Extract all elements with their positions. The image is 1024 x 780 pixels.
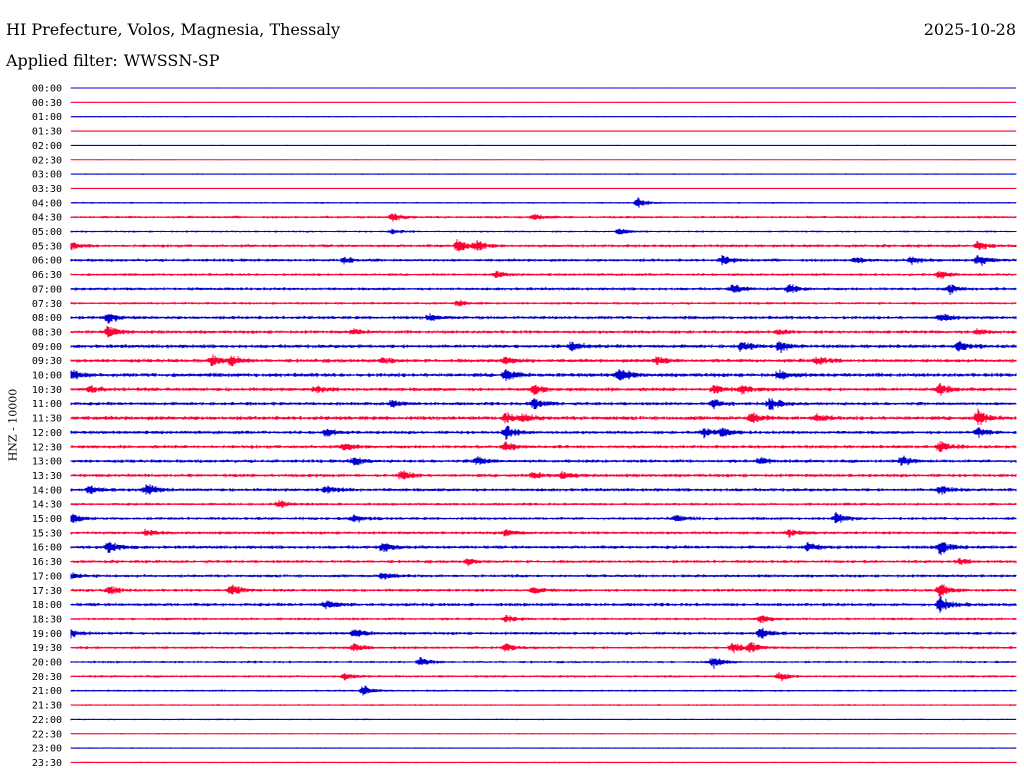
- tick-label: 16:30: [32, 557, 62, 568]
- trace-line: [71, 657, 1016, 669]
- tick-label: 06:00: [32, 256, 62, 267]
- trace-line: [71, 313, 1016, 323]
- tick-label: 03:30: [32, 184, 62, 195]
- trace-line: [71, 354, 1016, 366]
- trace-line: [71, 441, 1016, 452]
- tick-label: 15:00: [32, 514, 62, 525]
- tick-label: 05:00: [32, 227, 62, 238]
- tick-label: 08:00: [32, 313, 62, 324]
- tick-label: 19:30: [32, 643, 62, 654]
- tick-label: 08:30: [32, 327, 62, 338]
- trace-line: [71, 642, 1016, 653]
- trace-line: [71, 686, 1016, 696]
- trace-line: [71, 456, 1016, 466]
- tick-label: 20:00: [32, 658, 62, 669]
- tick-label: 14:30: [32, 500, 62, 511]
- trace-line: [71, 271, 1016, 279]
- tick-label: 22:30: [32, 729, 62, 740]
- trace-line: [71, 229, 1016, 235]
- trace-line: [71, 615, 1016, 623]
- tick-label: 13:00: [32, 457, 62, 468]
- tick-label: 23:30: [32, 758, 62, 769]
- trace-line: [71, 596, 1016, 612]
- trace-line: [71, 542, 1016, 555]
- trace-line: [71, 584, 1016, 598]
- trace-line: [71, 747, 1016, 749]
- trace-line: [71, 484, 1016, 494]
- tick-label: 10:00: [32, 371, 62, 382]
- tick-label: 16:00: [32, 543, 62, 554]
- trace-line: [71, 369, 1016, 381]
- tick-label: 11:30: [32, 414, 62, 425]
- trace-line: [71, 409, 1016, 425]
- tick-label: 01:00: [32, 112, 62, 123]
- tick-label: 18:30: [32, 614, 62, 625]
- trace-line: [71, 719, 1016, 721]
- tick-label: 17:30: [32, 586, 62, 597]
- tick-label: 09:30: [32, 356, 62, 367]
- tick-label: 06:30: [32, 270, 62, 281]
- tick-label: 15:30: [32, 528, 62, 539]
- tick-label: 00:30: [32, 98, 62, 109]
- trace-line: [71, 300, 1016, 307]
- tick-label: 21:30: [32, 701, 62, 712]
- tick-label: 10:30: [32, 385, 62, 396]
- trace-line: [71, 398, 1016, 410]
- trace-line: [71, 628, 1016, 639]
- tick-label: 17:00: [32, 571, 62, 582]
- trace-line: [71, 173, 1016, 175]
- tick-label: 12:30: [32, 442, 62, 453]
- trace-line: [71, 239, 1016, 251]
- tick-label: 04:30: [32, 213, 62, 224]
- trace-line: [71, 255, 1016, 266]
- trace-line: [71, 426, 1016, 440]
- tick-label: 02:00: [32, 141, 62, 152]
- trace-line: [71, 470, 1016, 479]
- tick-label: 03:00: [32, 170, 62, 181]
- tick-label: 19:00: [32, 629, 62, 640]
- trace-line: [71, 558, 1016, 566]
- trace-line: [71, 284, 1016, 295]
- tick-label: 23:00: [32, 744, 62, 755]
- tick-label: 05:30: [32, 241, 62, 252]
- tick-label: 11:00: [32, 399, 62, 410]
- tick-label: 02:30: [32, 155, 62, 166]
- tick-label: 04:00: [32, 198, 62, 209]
- trace-line: [71, 383, 1016, 396]
- tick-label: 07:30: [32, 299, 62, 310]
- trace-line: [71, 500, 1016, 508]
- tick-label: 22:00: [32, 715, 62, 726]
- tick-label: 12:00: [32, 428, 62, 439]
- tick-label: 18:00: [32, 600, 62, 611]
- trace-line: [71, 704, 1016, 706]
- tick-label: 09:00: [32, 342, 62, 353]
- tick-label: 00:00: [32, 84, 62, 95]
- trace-line: [71, 213, 1016, 221]
- trace-line: [71, 197, 1016, 207]
- trace-line: [71, 672, 1016, 681]
- trace-line: [71, 572, 1016, 579]
- tick-label: 14:00: [32, 485, 62, 496]
- tick-label: 13:30: [32, 471, 62, 482]
- trace-line: [71, 512, 1016, 523]
- tick-label: 21:00: [32, 686, 62, 697]
- trace-line: [71, 326, 1016, 338]
- tick-label: 07:00: [32, 284, 62, 295]
- trace-line: [71, 341, 1016, 353]
- tick-label: 20:30: [32, 672, 62, 683]
- tick-label: 01:30: [32, 127, 62, 138]
